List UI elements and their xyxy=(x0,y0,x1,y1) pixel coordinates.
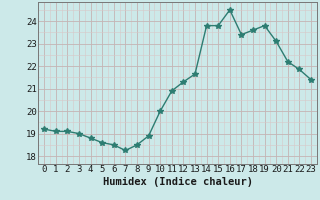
X-axis label: Humidex (Indice chaleur): Humidex (Indice chaleur) xyxy=(103,177,252,187)
